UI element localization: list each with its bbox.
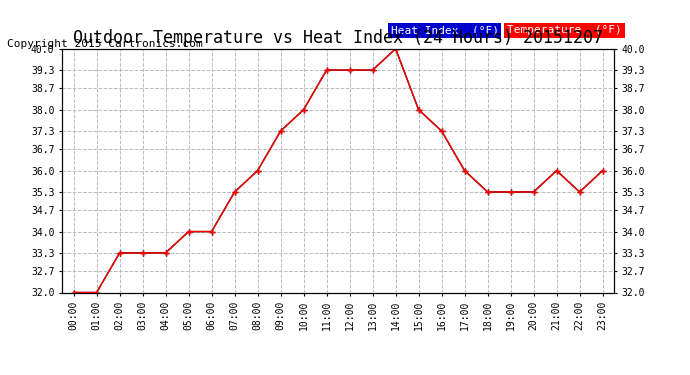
Text: Heat Index  (°F): Heat Index (°F) <box>391 26 499 36</box>
Text: Copyright 2015 Cartronics.com: Copyright 2015 Cartronics.com <box>7 39 203 50</box>
Text: Temperature  (°F): Temperature (°F) <box>507 26 622 36</box>
Title: Outdoor Temperature vs Heat Index (24 Hours) 20151207: Outdoor Temperature vs Heat Index (24 Ho… <box>73 29 603 47</box>
